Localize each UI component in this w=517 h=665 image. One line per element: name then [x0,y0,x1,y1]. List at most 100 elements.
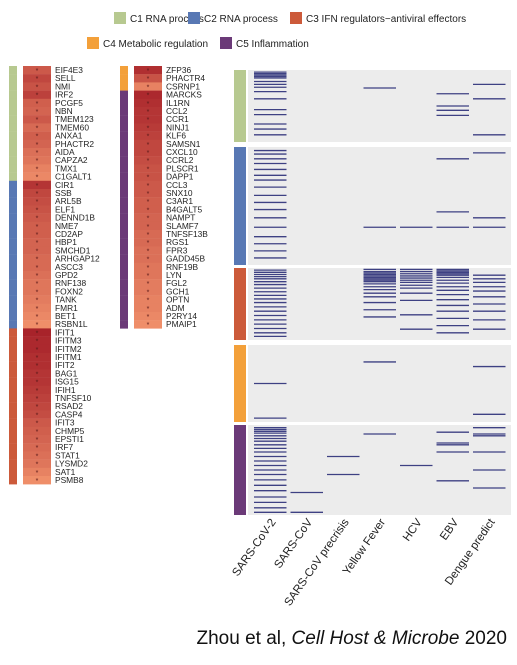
gene-label: EIF4E3 [55,65,83,75]
cluster-bar-C5 [120,148,128,157]
cluster-bar-C5 [234,425,246,515]
heatmap-cell [134,123,162,132]
gene-label: NME7 [55,221,79,231]
cluster-bar-C5 [120,107,128,116]
significance-marker: * [36,125,39,132]
significance-marker: * [147,101,150,108]
cluster-bar-C2 [9,189,17,198]
cluster-bar-C2 [9,238,17,247]
significance-marker: * [36,183,39,190]
heatmap-cell [134,180,162,190]
cluster-bar-C3 [9,426,17,436]
heatmap-cell [134,205,162,214]
significance-marker: * [147,298,150,305]
cluster-bar-C2 [9,287,17,296]
gene-label: TMEM60 [55,122,89,132]
heatmap-cell [23,197,51,206]
citation-authors: Zhou et al, [196,628,287,649]
significance-marker: * [147,224,150,231]
cluster-bar-C5 [120,221,128,231]
cluster-bar-C1 [9,123,17,132]
significance-marker: * [147,306,150,313]
gene-label: MARCKS [166,90,202,100]
significance-marker: * [36,257,39,264]
gene-label: RSAD2 [55,401,83,411]
significance-marker: * [147,191,150,198]
heatmap-cell [23,467,51,477]
heatmap-cell [23,139,51,149]
gene-label: IFIH1 [55,385,76,395]
cluster-bar-C4 [234,345,246,422]
heatmap-cell [23,402,51,411]
gene-label: FGL2 [166,278,187,288]
gene-label: TNFSF13B [166,229,208,239]
heatmap-cell [134,164,162,173]
cluster-bar-C3 [9,385,17,395]
significance-marker: * [147,117,150,124]
cluster-bar-C5 [120,90,128,99]
gene-label: GPD2 [55,270,78,280]
significance-marker: * [36,101,39,108]
cluster-bar-C5 [120,139,128,149]
heatmap-cell [134,230,162,239]
heatmap-cell [134,312,162,321]
cluster-bar-C5 [120,98,128,108]
significance-marker: * [36,166,39,173]
cluster-bar-C2 [9,205,17,214]
heatmap-cell [23,254,51,263]
significance-marker: * [147,289,150,296]
cluster-bar-C2 [9,246,17,255]
significance-marker: * [147,248,150,255]
heatmap-cell [23,328,51,337]
significance-marker: * [36,240,39,247]
cluster-bar-C3 [234,268,246,340]
cluster-bar-C2 [9,180,17,190]
heatmap-cell [23,271,51,280]
significance-marker: * [147,68,150,75]
cluster-bar-C3 [9,410,17,419]
heatmap-cell [134,303,162,313]
cluster-bar-C1 [9,148,17,157]
cluster-bar-C2 [9,312,17,321]
gene-label: GADD45B [166,254,206,264]
gene-label: RNF138 [55,278,87,288]
heatmap-cell [134,90,162,99]
gene-label: OPTN [166,295,189,305]
heatmap-cell [23,476,51,485]
cluster-bar-C5 [120,303,128,313]
significance-marker: * [36,347,39,354]
cluster-bar-C3 [9,435,17,444]
heatmap-cell [23,115,51,124]
significance-marker: * [147,322,150,329]
heatmap-cell [23,238,51,247]
cluster-bar-C1 [9,115,17,124]
panel-C4 [248,345,511,422]
heatmap-cell [134,139,162,149]
heatmap-cell [134,172,162,181]
gene-label: PCGF5 [55,98,83,108]
cluster-bar-C5 [120,246,128,255]
significance-marker: * [36,314,39,321]
heatmap-cell [23,344,51,354]
cluster-bar-C2 [9,254,17,263]
heatmap-cell [23,205,51,214]
gene-label: PMAIP1 [166,319,197,329]
significance-marker: * [147,109,150,116]
cluster-bar-C5 [120,254,128,263]
heatmap-cell [23,426,51,436]
gene-label: RSBN1L [55,319,88,329]
significance-marker: * [36,281,39,288]
cluster-bar-C3 [9,369,17,378]
gene-expression-heatmap: * EIF4E3 * SELL * NMI * IRF2 * PCGF5 * NBN * TMEM123 *… [9,65,208,485]
significance-marker: * [147,257,150,264]
gene-label: C1GALT1 [55,172,92,182]
gene-label: ADM [166,303,185,313]
significance-marker: * [147,175,150,182]
gene-label: IRF7 [55,442,73,452]
gene-label: SNX10 [166,188,193,198]
cluster-bar-C5 [120,312,128,321]
gene-label: ARHGAP12 [55,254,100,264]
gene-label: SAT1 [55,467,76,477]
gene-label: IFIT1 [55,327,75,337]
significance-marker: * [147,150,150,157]
